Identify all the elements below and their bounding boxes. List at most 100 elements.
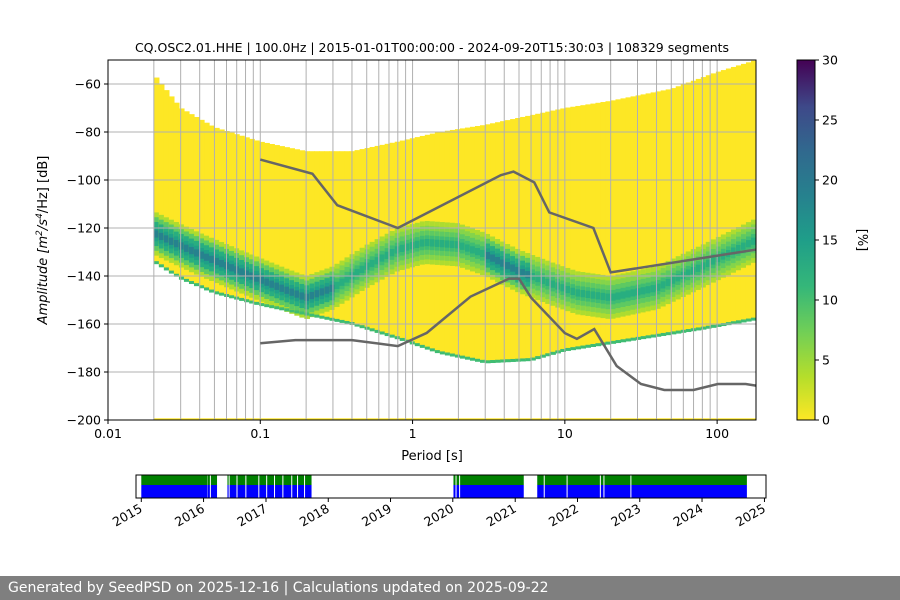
density-column bbox=[209, 125, 215, 292]
density-lower-edge bbox=[575, 346, 581, 350]
footer-text: Generated by SeedPSD on 2025-12-16 | Cal… bbox=[8, 580, 549, 596]
density-lower-edge bbox=[590, 343, 597, 347]
density-column bbox=[705, 75, 712, 328]
density-column bbox=[173, 102, 180, 276]
density-mode-band bbox=[379, 254, 386, 262]
density-mode-band bbox=[178, 242, 185, 250]
y-tick-label: −180 bbox=[67, 365, 101, 380]
density-mode-band bbox=[660, 281, 667, 289]
timeline-tick-label: 2018 bbox=[297, 501, 332, 530]
colorbar-tick-label: 25 bbox=[822, 113, 838, 128]
timeline-tick-label: 2020 bbox=[421, 501, 456, 530]
density-mode-band bbox=[670, 276, 677, 284]
density-column bbox=[525, 115, 531, 361]
density-lower-edge bbox=[675, 330, 682, 334]
density-mode-band bbox=[199, 251, 205, 259]
density-lower-edge bbox=[625, 338, 632, 342]
density-lower-edge bbox=[595, 343, 602, 347]
density-lower-edge bbox=[299, 311, 305, 315]
colorbar-tick-label: 5 bbox=[822, 353, 830, 368]
density-mode-band bbox=[485, 251, 491, 260]
density-mode-band bbox=[740, 242, 747, 250]
density-column bbox=[178, 108, 185, 279]
density-lower-edge bbox=[565, 347, 571, 351]
density-mode-band bbox=[153, 230, 160, 238]
density-column bbox=[269, 144, 275, 308]
y-tick-label: −100 bbox=[67, 173, 101, 188]
density-column bbox=[700, 77, 707, 329]
density-lower-edge bbox=[199, 285, 205, 289]
density-column bbox=[284, 147, 290, 311]
density-mode-band bbox=[650, 285, 657, 293]
density-column bbox=[359, 149, 366, 328]
density-lower-edge bbox=[284, 308, 290, 312]
density-column bbox=[374, 145, 381, 332]
density-mode-band bbox=[700, 262, 707, 270]
density-lower-edge bbox=[168, 270, 175, 274]
density-mode-band bbox=[520, 269, 526, 277]
density-lower-edge bbox=[429, 348, 436, 352]
density-column bbox=[274, 145, 280, 309]
density-column bbox=[625, 97, 632, 341]
density-mode-band bbox=[304, 293, 310, 301]
density-column bbox=[710, 73, 717, 327]
x-tick-label: 0.1 bbox=[250, 426, 270, 441]
density-column bbox=[655, 91, 662, 336]
y-tick-label: −80 bbox=[75, 125, 101, 140]
colorbar-tick-label: 15 bbox=[822, 233, 838, 248]
density-lower-edge bbox=[540, 354, 546, 358]
density-mode-band bbox=[439, 240, 446, 248]
density-mode-band bbox=[495, 257, 501, 265]
density-lower-edge bbox=[490, 360, 496, 364]
density-column bbox=[510, 119, 516, 361]
density-column bbox=[344, 151, 351, 323]
density-lower-edge bbox=[173, 273, 180, 277]
density-lower-edge bbox=[670, 331, 677, 335]
density-lower-edge bbox=[334, 318, 341, 322]
density-mode-band bbox=[364, 262, 371, 270]
density-mode-band bbox=[369, 259, 376, 268]
density-lower-edge bbox=[530, 357, 536, 361]
y-tick-label: −140 bbox=[67, 269, 101, 284]
x-tick-label: 100 bbox=[705, 426, 729, 441]
y-tick-label: −160 bbox=[67, 317, 101, 332]
density-mode-band bbox=[239, 268, 245, 276]
density-lower-edge bbox=[229, 295, 235, 299]
density-lower-edge bbox=[610, 340, 617, 344]
density-column bbox=[575, 105, 581, 349]
density-mode-band bbox=[329, 284, 336, 292]
density-mode-band bbox=[229, 264, 235, 272]
colorbar-tick-label: 20 bbox=[822, 173, 838, 188]
density-lower-edge bbox=[545, 353, 551, 357]
density-mode-band bbox=[640, 287, 647, 295]
density-mode-band bbox=[480, 249, 486, 258]
density-mode-band bbox=[695, 264, 702, 272]
ppsd-used-bar bbox=[537, 485, 747, 498]
density-column bbox=[299, 150, 305, 314]
density-column bbox=[193, 117, 200, 286]
ppsd-used-bar bbox=[207, 485, 218, 498]
density-mode-band bbox=[730, 247, 737, 255]
density-column bbox=[675, 86, 682, 333]
density-mode-band bbox=[710, 257, 717, 265]
density-mode-band bbox=[244, 270, 250, 278]
density-column bbox=[354, 150, 361, 326]
density-column bbox=[289, 148, 295, 312]
density-mode-band bbox=[570, 287, 576, 295]
density-lower-edge bbox=[710, 324, 717, 328]
density-mode-band bbox=[454, 241, 461, 249]
density-column bbox=[249, 138, 255, 303]
density-lower-edge bbox=[269, 305, 275, 309]
density-lower-edge bbox=[424, 346, 431, 350]
density-column bbox=[183, 111, 190, 281]
timeline-tick-label: 2021 bbox=[484, 501, 519, 530]
density-lower-edge bbox=[369, 328, 376, 332]
density-lower-edge bbox=[740, 319, 747, 323]
y-label-part-2: /s bbox=[36, 219, 51, 231]
x-tick-label: 10 bbox=[557, 426, 573, 441]
density-mode-band bbox=[404, 243, 411, 251]
density-lower-edge bbox=[319, 315, 326, 319]
timeline-tick-label: 2016 bbox=[172, 501, 207, 530]
density-mode-band bbox=[319, 288, 326, 296]
